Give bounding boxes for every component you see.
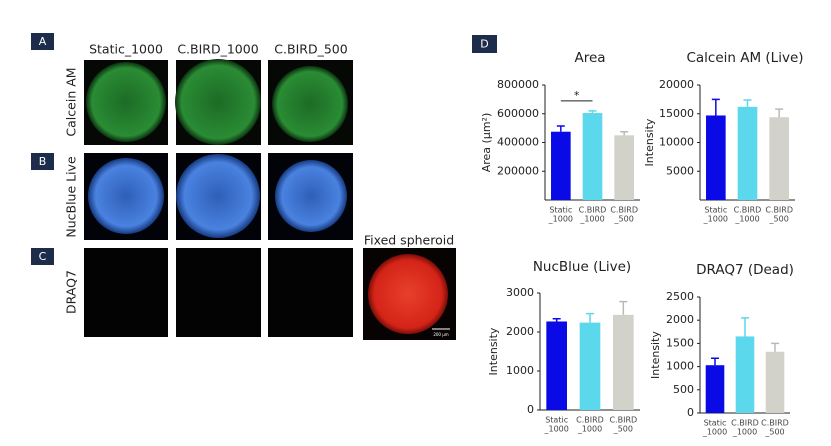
y-tick-label: 800000 — [497, 78, 539, 91]
x-tick-label: C.BIRD — [576, 416, 604, 425]
error-bar — [586, 312, 594, 323]
y-tick-label: 20000 — [659, 78, 694, 91]
error-bar — [619, 300, 628, 315]
x-tick-label: C.BIRD — [761, 419, 789, 428]
bar — [765, 351, 785, 413]
error-bar — [588, 110, 597, 114]
x-tick-label: _500 — [613, 425, 633, 434]
x-tick-label: _1000 — [702, 428, 727, 437]
y-tick-label: 3000 — [506, 286, 534, 299]
y-tick-label: 1000 — [666, 360, 694, 373]
bar — [546, 321, 567, 410]
chart-title: DRAQ7 (Dead) — [696, 262, 794, 278]
bar — [551, 131, 571, 200]
condition-label: C.BIRD_1000 — [177, 42, 258, 57]
y-tick-label: 0 — [687, 406, 694, 419]
error-bar — [775, 108, 784, 118]
bar — [737, 106, 758, 200]
y-axis-label: Area (µm²) — [480, 113, 493, 173]
bar — [582, 113, 603, 200]
panel-label-box — [31, 33, 497, 265]
chart-title: NucBlue (Live) — [533, 259, 631, 275]
x-tick-label: _500 — [764, 428, 784, 437]
error-bar — [711, 98, 720, 116]
bar — [769, 117, 789, 200]
x-tick-label: C.BIRD — [765, 206, 793, 215]
bar — [579, 322, 601, 410]
bar — [613, 314, 634, 410]
x-tick-label: _1000 — [548, 215, 573, 224]
panel-label: B — [39, 155, 47, 168]
y-tick-label: 2000 — [506, 325, 534, 338]
x-tick-label: Static — [545, 416, 568, 425]
panel-label: D — [480, 38, 488, 51]
x-tick-label: _1000 — [543, 425, 568, 434]
x-tick-label: _1000 — [732, 428, 757, 437]
x-tick-label: C.BIRD — [610, 206, 638, 215]
x-tick-label: Static — [704, 419, 727, 428]
error-bar — [552, 317, 561, 322]
x-tick-label: C.BIRD — [734, 206, 762, 215]
x-tick-label: _1000 — [579, 215, 604, 224]
y-tick-label: 2500 — [666, 290, 694, 303]
x-tick-label: Static — [549, 206, 572, 215]
y-tick-label: 1500 — [666, 336, 694, 349]
x-tick-label: _1000 — [703, 215, 728, 224]
panel-label: A — [39, 35, 47, 48]
y-axis-label: Intensity — [643, 118, 656, 166]
bar — [735, 336, 755, 413]
error-bar — [620, 130, 629, 136]
bar — [705, 365, 725, 413]
condition-label: C.BIRD_500 — [274, 42, 347, 57]
y-tick-label: 0 — [527, 403, 534, 416]
x-tick-label: _500 — [769, 215, 789, 224]
error-bar — [556, 125, 565, 132]
chart-title: Area — [574, 50, 605, 66]
micrographs — [84, 59, 456, 340]
error-bar — [711, 357, 719, 366]
x-tick-label: C.BIRD — [731, 419, 759, 428]
y-axis-label: Intensity — [487, 327, 500, 375]
stain-label: NucBlue Live — [64, 156, 79, 238]
fixed-label: Fixed spheroid — [364, 233, 454, 248]
stain-label: DRAQ7 — [64, 270, 79, 314]
condition-label: Static_1000 — [89, 42, 163, 57]
y-tick-label: 500 — [673, 383, 694, 396]
stain-label: Calcein AM — [64, 67, 79, 136]
chart-title: Calcein AM (Live) — [686, 50, 803, 66]
x-tick-label: _1000 — [577, 425, 602, 434]
x-tick-label: C.BIRD — [609, 416, 637, 425]
y-tick-label: 400000 — [497, 136, 539, 149]
y-axis-label: Intensity — [649, 331, 662, 379]
error-bar — [741, 317, 749, 337]
y-tick-label: 5000 — [666, 164, 694, 177]
scale-label: 200 µm — [433, 332, 448, 337]
y-tick-label: 200000 — [497, 164, 539, 177]
error-bar — [743, 99, 752, 107]
significance-label: * — [574, 89, 580, 102]
x-tick-label: Static — [704, 206, 727, 215]
y-tick-label: 600000 — [497, 107, 539, 120]
x-tick-label: C.BIRD — [579, 206, 607, 215]
x-tick-label: _500 — [614, 215, 634, 224]
bar — [614, 135, 634, 200]
y-tick-label: 1000 — [506, 364, 534, 377]
bar — [706, 115, 726, 200]
y-tick-label: 2000 — [666, 313, 694, 326]
error-bar — [771, 342, 779, 352]
panel-label: C — [39, 250, 47, 263]
y-tick-label: 10000 — [659, 136, 694, 149]
x-tick-label: _1000 — [734, 215, 759, 224]
y-tick-label: 15000 — [659, 107, 694, 120]
